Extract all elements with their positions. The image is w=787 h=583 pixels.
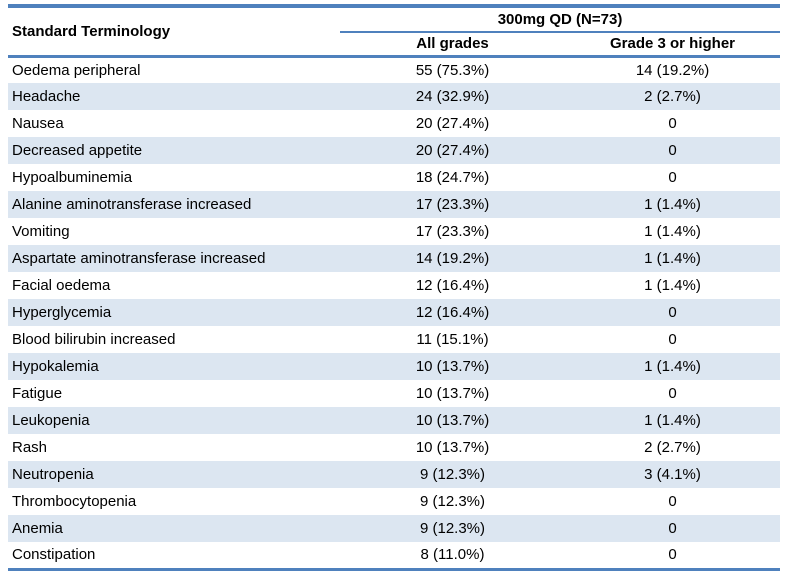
table-row: Nausea 20 (27.4%) 0 bbox=[8, 110, 780, 137]
grade3-or-higher-value: 1 (1.4%) bbox=[644, 277, 701, 294]
all-grades-value: 12 (16.4%) bbox=[415, 304, 490, 321]
grade3-or-higher-value: 1 (1.4%) bbox=[644, 358, 701, 375]
all-grades-value: 10 (13.7%) bbox=[415, 385, 490, 402]
table-row: Aspartate aminotransferase increased 14 … bbox=[8, 245, 781, 272]
table-row: Vomiting 17 (23.3%) 1 (1.4%) bbox=[8, 218, 780, 245]
adverse-event-term: Aspartate aminotransferase increased bbox=[12, 250, 266, 267]
table-row: Oedema peripheral 55 (75.3%) 14 (19.2%) bbox=[8, 56, 780, 83]
grade3-or-higher-value: 0 bbox=[668, 115, 677, 132]
grade3-or-higher-value: 1 (1.4%) bbox=[644, 250, 701, 267]
all-grades-value: 9 (12.3%) bbox=[419, 493, 486, 510]
all-grades-value: 9 (12.3%) bbox=[419, 520, 486, 537]
grade3-or-higher-value: 0 bbox=[668, 385, 677, 402]
adverse-event-term: Rash bbox=[12, 439, 48, 456]
adverse-event-term: Constipation bbox=[12, 546, 96, 564]
table-row: Blood bilirubin increased 11 (15.1%) 0 bbox=[8, 326, 780, 353]
all-grades-value: 17 (23.3%) bbox=[415, 223, 490, 240]
adverse-event-term: Facial oedema bbox=[12, 277, 111, 294]
grade3-or-higher-value: 0 bbox=[668, 520, 677, 537]
column-header-grade3-or-higher: Grade 3 or higher bbox=[565, 32, 781, 56]
column-group-header-dose: 300mg QD (N=73) bbox=[340, 6, 781, 33]
all-grades-value: 55 (75.3%) bbox=[415, 61, 490, 79]
table-row: Hypokalemia 10 (13.7%) 1 (1.4%) bbox=[8, 353, 781, 380]
all-grades-value: 24 (32.9%) bbox=[415, 88, 490, 105]
all-grades-value: 10 (13.7%) bbox=[415, 412, 490, 429]
table-row: Anemia 9 (12.3%) 0 bbox=[8, 515, 781, 542]
all-grades-value: 11 (15.1%) bbox=[416, 331, 489, 348]
grade3-or-higher-value: 1 (1.4%) bbox=[644, 412, 701, 429]
all-grades-value: 12 (16.4%) bbox=[415, 277, 490, 294]
table-header: Standard Terminology 300mg QD (N=73) All… bbox=[8, 6, 781, 56]
sub-header-row: All grades Grade 3 or higher bbox=[8, 32, 781, 56]
grade3-or-higher-value: 2 (2.7%) bbox=[644, 88, 701, 105]
adverse-event-term: Hypokalemia bbox=[12, 358, 99, 375]
grade3-or-higher-value: 1 (1.4%) bbox=[644, 223, 701, 240]
table-row: Hyperglycemia 12 (16.4%) 0 bbox=[8, 299, 781, 326]
adverse-event-term: Thrombocytopenia bbox=[12, 493, 137, 510]
table-row: Alanine aminotransferase increased 17 (2… bbox=[8, 191, 781, 218]
table-row: Fatigue 10 (13.7%) 0 bbox=[8, 380, 780, 407]
table-row: Thrombocytopenia 9 (12.3%) 0 bbox=[8, 488, 780, 515]
adverse-event-term: Anemia bbox=[12, 520, 63, 537]
adverse-event-term: Neutropenia bbox=[12, 466, 94, 483]
grade3-or-higher-value: 0 bbox=[668, 493, 677, 510]
all-grades-value: 9 (12.3%) bbox=[419, 466, 486, 483]
adverse-event-term: Headache bbox=[12, 88, 81, 105]
adverse-event-term: Fatigue bbox=[12, 385, 63, 402]
all-grades-value: 20 (27.4%) bbox=[415, 115, 490, 132]
adverse-event-term: Nausea bbox=[12, 115, 64, 132]
grade3-or-higher-value: 0 bbox=[668, 331, 677, 348]
adverse-event-term: Leukopenia bbox=[12, 412, 90, 429]
table-row: Rash 10 (13.7%) 2 (2.7%) bbox=[8, 434, 780, 461]
grade3-or-higher-value: 0 bbox=[668, 546, 677, 564]
all-grades-value: 17 (23.3%) bbox=[415, 196, 490, 213]
grade3-or-higher-value: 0 bbox=[668, 304, 677, 321]
group-header-row: Standard Terminology 300mg QD (N=73) bbox=[8, 6, 781, 56]
table-row: Neutropenia 9 (12.3%) 3 (4.1%) bbox=[8, 461, 781, 488]
adverse-event-term: Alanine aminotransferase increased bbox=[12, 196, 252, 213]
table-row: Leukopenia 10 (13.7%) 1 (1.4%) bbox=[8, 407, 781, 434]
table-body: Oedema peripheral 55 (75.3%) 14 (19.2%) … bbox=[8, 56, 781, 569]
adverse-events-table: Standard Terminology 300mg QD (N=73) All… bbox=[8, 4, 781, 571]
all-grades-value: 18 (24.7%) bbox=[415, 169, 490, 186]
all-grades-value: 20 (27.4%) bbox=[415, 142, 490, 159]
page: Standard Terminology 300mg QD (N=73) All… bbox=[8, 4, 781, 571]
grade3-or-higher-value: 1 (1.4%) bbox=[644, 196, 701, 213]
table-row: Headache 24 (32.9%) 2 (2.7%) bbox=[8, 83, 781, 110]
table-row: Hypoalbuminemia 18 (24.7%) 0 bbox=[8, 164, 780, 191]
grade3-or-higher-value: 0 bbox=[668, 169, 677, 186]
all-grades-value: 10 (13.7%) bbox=[415, 358, 490, 375]
column-header-standard-terminology: Standard Terminology bbox=[8, 6, 340, 56]
adverse-event-term: Decreased appetite bbox=[12, 142, 143, 159]
table-row: Decreased appetite 20 (27.4%) 0 bbox=[8, 137, 781, 164]
adverse-event-term: Oedema peripheral bbox=[12, 61, 141, 79]
column-header-all-grades: All grades bbox=[340, 32, 565, 56]
grade3-or-higher-value: 2 (2.7%) bbox=[644, 439, 701, 456]
adverse-event-term: Hyperglycemia bbox=[12, 304, 112, 321]
table-row: Constipation 8 (11.0%) 0 bbox=[8, 542, 780, 569]
grade3-or-higher-value: 14 (19.2%) bbox=[635, 61, 710, 79]
grade3-or-higher-value: 3 (4.1%) bbox=[644, 466, 701, 483]
all-grades-value: 14 (19.2%) bbox=[415, 250, 490, 267]
grade3-or-higher-value: 0 bbox=[668, 142, 677, 159]
adverse-event-term: Hypoalbuminemia bbox=[12, 169, 133, 186]
adverse-event-term: Blood bilirubin increased bbox=[12, 331, 176, 348]
table-row: Facial oedema 12 (16.4%) 1 (1.4%) bbox=[8, 272, 780, 299]
adverse-event-term: Vomiting bbox=[12, 223, 70, 240]
all-grades-value: 10 (13.7%) bbox=[415, 439, 490, 456]
all-grades-value: 8 (11.0%) bbox=[420, 546, 485, 564]
